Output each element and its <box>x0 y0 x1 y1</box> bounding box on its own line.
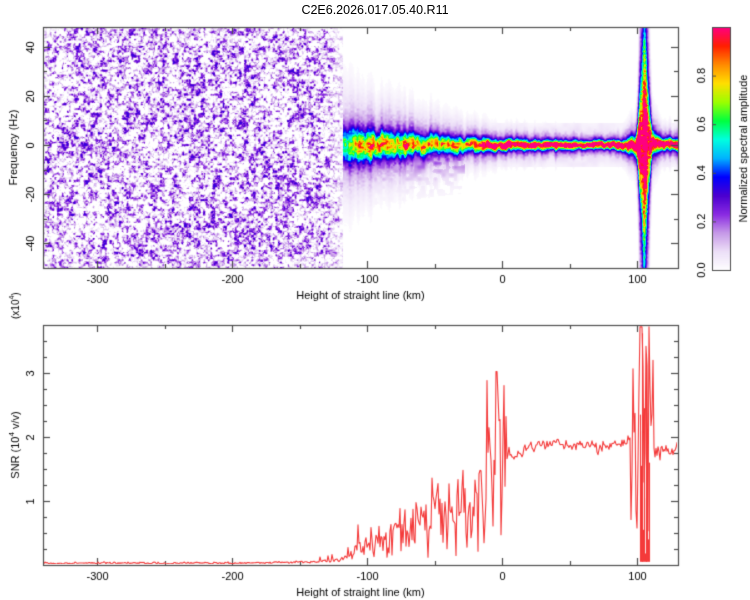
figure-title: C2E6.2026.017.05.40.R11 <box>301 3 449 17</box>
